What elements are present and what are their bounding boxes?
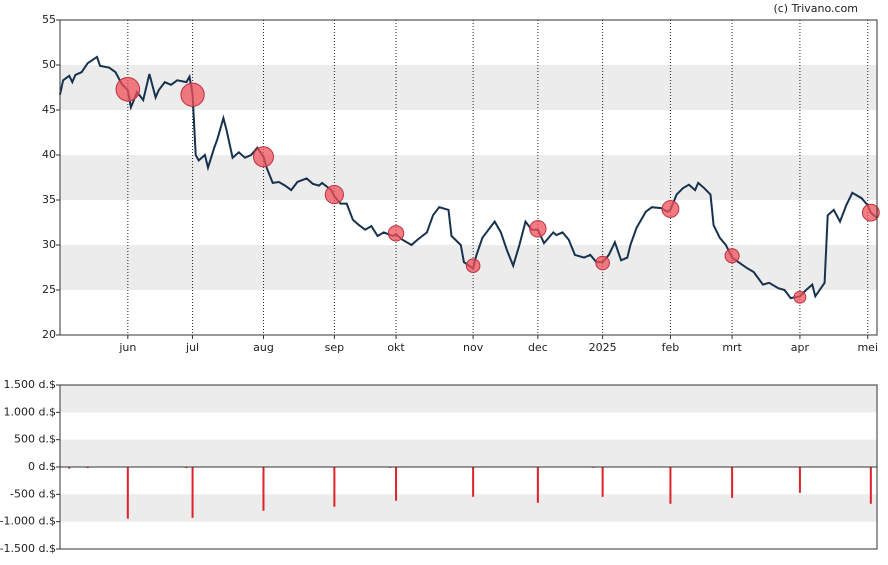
dividend-marker [595, 255, 610, 271]
bar [601, 467, 604, 497]
dividend-marker [252, 146, 274, 168]
x-tick-label: dec [528, 341, 548, 354]
dividend-marker [324, 185, 344, 205]
x-tick-label: apr [791, 341, 810, 354]
grid-band [60, 385, 877, 413]
x-tick-label: feb [662, 341, 680, 354]
dividend-marker [661, 200, 680, 218]
y-tick-label: 55 [42, 13, 56, 26]
y-tick-label: 45 [42, 103, 56, 116]
y-tick-label: 30 [42, 238, 56, 251]
price-line [59, 55, 878, 300]
y-tick-label: -1.000 d.$ [0, 515, 56, 528]
bar [731, 467, 734, 498]
bar [86, 467, 89, 469]
x-tick-label: sep [325, 341, 344, 354]
y-tick-label: 1.000 d.$ [4, 405, 56, 418]
x-tick-label: okt [387, 341, 405, 354]
y-tick-label: 500 d.$ [14, 433, 56, 446]
bar [798, 467, 801, 493]
grid-band [60, 155, 877, 200]
dividend-marker [387, 225, 405, 242]
x-tick-label: mrt [722, 341, 742, 354]
grid-band [60, 439, 877, 467]
dividend-marker [861, 203, 880, 222]
bar [333, 467, 336, 507]
y-tick-label: -1.500 d.$ [0, 542, 56, 555]
bar [262, 467, 265, 511]
bar [869, 467, 872, 504]
y-tick-label: 20 [42, 328, 56, 341]
grid-band [60, 65, 877, 110]
y-tick-label: 0 d.$ [28, 460, 56, 473]
x-tick-label: nov [463, 341, 484, 354]
x-tick-label: aug [253, 341, 274, 354]
dividend-marker [465, 258, 481, 274]
x-tick-label: mei [857, 341, 878, 354]
bar [395, 467, 398, 501]
y-tick-label: -500 d.$ [10, 487, 56, 500]
plot-frame [59, 384, 878, 550]
dividend-marker [115, 76, 141, 102]
dividend-marker [529, 220, 547, 238]
x-tick-label: jul [185, 341, 199, 354]
y-tick-label: 40 [42, 148, 56, 161]
grid-band [60, 494, 877, 522]
y-tick-label: 1.500 d.$ [4, 378, 56, 391]
bar [68, 467, 71, 469]
dividend-marker [793, 290, 807, 304]
x-tick-label: 2025 [589, 341, 617, 354]
plot-frame [59, 19, 878, 336]
y-tick-label: 25 [42, 283, 56, 296]
x-tick-label: jun [118, 341, 136, 354]
dividend-marker [180, 82, 205, 107]
credit: (c) Trivano.com [773, 2, 858, 15]
y-tick-label: 35 [42, 193, 56, 206]
bar [126, 467, 129, 519]
dividend-marker [724, 248, 740, 264]
bar [669, 467, 672, 504]
bar [536, 467, 539, 503]
bar [185, 467, 188, 469]
bar [472, 467, 475, 497]
bar [191, 467, 194, 518]
y-tick-label: 50 [42, 58, 56, 71]
